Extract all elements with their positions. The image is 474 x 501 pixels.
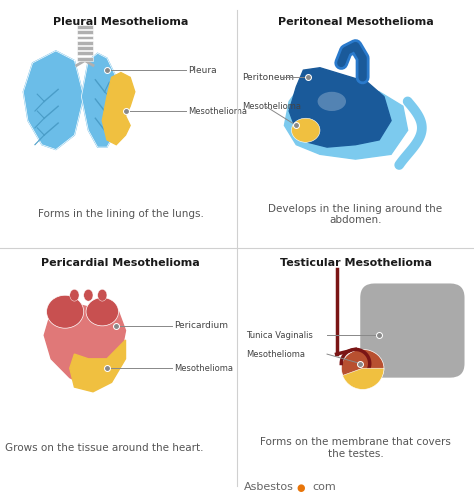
Text: Asbestos: Asbestos [244,482,294,492]
Text: Peritoneal Mesothelioma: Peritoneal Mesothelioma [278,17,433,27]
Polygon shape [44,302,126,387]
Polygon shape [102,73,135,145]
Text: Grows on the tissue around the heart.: Grows on the tissue around the heart. [5,443,204,453]
Ellipse shape [341,349,384,387]
FancyBboxPatch shape [360,284,465,378]
Ellipse shape [98,290,107,301]
Text: ●: ● [296,483,305,493]
Text: com: com [312,482,336,492]
Ellipse shape [84,290,93,301]
Bar [77,25,93,29]
Bar [77,57,93,61]
Text: Pericardium: Pericardium [174,321,228,330]
Polygon shape [23,51,84,149]
Bar [77,30,93,34]
Ellipse shape [318,92,346,111]
Ellipse shape [46,295,84,328]
Text: Mesothelioma: Mesothelioma [246,350,305,359]
Text: Develops in the lining around the
abdomen.: Develops in the lining around the abdome… [268,203,443,225]
Ellipse shape [86,298,118,326]
Text: Pericardial Mesothelioma: Pericardial Mesothelioma [42,258,200,268]
Text: Mesothelioma: Mesothelioma [174,364,233,373]
Text: Forms in the lining of the lungs.: Forms in the lining of the lungs. [38,209,204,219]
Polygon shape [82,53,121,147]
Ellipse shape [292,118,320,142]
Text: Pleural Mesothelioma: Pleural Mesothelioma [53,17,189,27]
Bar [77,52,93,55]
Text: Peritoneum: Peritoneum [242,73,294,82]
Text: Forms on the membrane that covers
the testes.: Forms on the membrane that covers the te… [260,437,451,459]
Text: Tunica Vaginalis: Tunica Vaginalis [246,331,313,340]
Text: Pleura: Pleura [188,66,217,75]
Bar [77,41,93,45]
Polygon shape [289,68,391,147]
Wedge shape [343,368,384,389]
Text: Mesothelioma: Mesothelioma [242,102,301,111]
Bar [77,36,93,40]
Polygon shape [284,77,408,159]
Polygon shape [70,340,126,392]
Ellipse shape [70,290,79,301]
Text: Mesothelioma: Mesothelioma [188,107,247,116]
Bar [77,46,93,50]
Text: Testicular Mesothelioma: Testicular Mesothelioma [280,258,431,268]
